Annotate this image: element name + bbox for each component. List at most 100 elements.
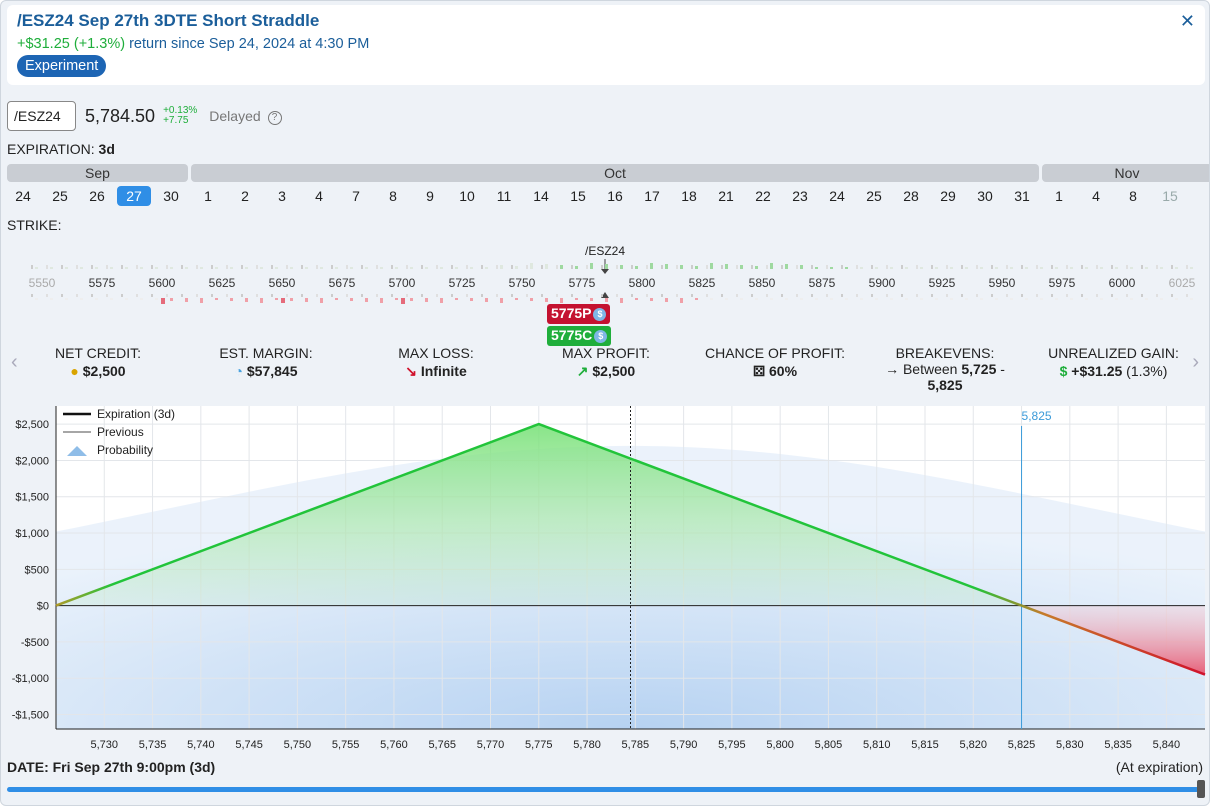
call-volume-bar [365,267,368,269]
put-volume-bar [161,298,165,304]
expiration-day[interactable]: 8 [1129,188,1137,204]
payoff-chart[interactable]: 5,825 $2,500 $2,000 $1,500 $1,000 $500 $0 -$500… [1,401,1210,751]
expiration-day[interactable]: 30 [163,188,179,204]
put-volume-bar [665,298,668,302]
expiration-day[interactable]: 8 [389,188,397,204]
strategy-title: /ESZ24 Sep 27th 3DTE Short Straddle [17,11,320,30]
legend-expiration-label: Expiration (3d) [97,407,175,421]
dollar-icon: $ [594,330,608,343]
strike-tick [1006,265,1008,269]
expiration-day[interactable]: 9 [426,188,434,204]
expiration-day[interactable]: 31 [1014,188,1030,204]
expiration-day[interactable]: 17 [644,188,660,204]
date-value: Fri Sep 27th 9:00pm (3d) [52,759,216,775]
put-volume-bar [845,298,848,300]
call-volume-bar [185,267,188,269]
strike-tick-label: 5800 [629,276,656,290]
expiration-day[interactable]: 15 [1162,188,1178,204]
call-volume-bar [1100,267,1103,269]
expiration-day[interactable]: 21 [718,188,734,204]
payoff-chart-svg[interactable]: 5,825 $2,500 $2,000 $1,500 $1,000 $500 $0 -$500… [1,401,1210,751]
ticker-input[interactable] [7,101,76,131]
close-icon[interactable]: ✕ [1179,11,1195,31]
metrics-next-icon[interactable]: › [1192,351,1199,373]
strike-tick [886,294,888,297]
expiration-day[interactable]: 25 [866,188,882,204]
expiration-day[interactable]: 7 [352,188,360,204]
strike-tick [481,265,483,269]
date-slider-track[interactable] [7,787,1199,792]
expiration-day[interactable]: 25 [52,188,68,204]
x-tick-label: 5,810 [863,739,891,751]
put-volume-bar [785,298,788,300]
expiration-day[interactable]: 4 [315,188,323,204]
strike-tick-label: 5900 [869,276,896,290]
call-volume-bar [770,263,773,269]
put-volume-bar [920,298,923,300]
call-volume-bar [35,267,38,269]
call-volume-bar [350,267,353,269]
profit-area [56,424,1022,606]
expiration-day[interactable]: 1 [1055,188,1063,204]
put-volume-bar [110,298,113,300]
strike-tick-label: 6000 [1109,276,1136,290]
strike-tick [496,265,498,269]
return-amount: +$31.25 [17,36,70,52]
metrics-prev-icon[interactable]: ‹ [11,351,18,373]
strike-tick [301,294,303,297]
expiration-day[interactable]: 3 [278,188,286,204]
expiration-day[interactable]: 2 [241,188,249,204]
expiration-day[interactable]: 14 [533,188,549,204]
put-leg-chip[interactable]: 5775P $ [547,304,611,324]
strike-tick-label: 5650 [269,276,296,290]
strike-tick [331,265,333,269]
question-circle-icon[interactable]: ? [267,110,282,125]
call-volume-bar [530,263,533,269]
put-volume-bar [1115,298,1118,300]
strike-tick [916,294,918,297]
call-leg-chip[interactable]: 5775C $ [547,326,612,346]
strike-tick [271,294,273,297]
date-slider-thumb[interactable] [1197,780,1205,798]
date-label: DATE: [7,759,49,775]
put-volume-bar [410,298,413,301]
call-volume-bar [305,267,308,269]
put-volume-bar [605,298,608,302]
strike-tick [31,294,33,297]
expiration-day[interactable]: 27 [117,186,151,206]
expiration-day[interactable]: 10 [459,188,475,204]
return-percent: (+1.3%) [73,36,126,52]
y-tick-label: -$1,500 [12,709,49,721]
strike-ladder-svg[interactable]: /ESZ24 5550 5575 5600 5625 5650 5675 5700 5725 57… [1,241,1210,311]
expiration-day[interactable]: 24 [15,188,31,204]
expiration-day[interactable]: 4 [1092,188,1100,204]
expiration-day[interactable]: 11 [496,188,512,204]
experiment-badge[interactable]: Experiment [17,55,107,77]
strike-tick [811,265,813,269]
strike-tick [31,265,33,269]
x-tick-label: 5,815 [911,739,939,751]
expiration-day[interactable]: 22 [755,188,771,204]
strike-tick [826,265,828,269]
expiration-day[interactable]: 24 [829,188,845,204]
unrealized-pct: (1.3%) [1126,363,1168,379]
expiration-day[interactable]: 23 [792,188,808,204]
strike-tick [571,265,573,269]
strike-tick [946,265,948,269]
strike-ladder[interactable]: /ESZ24 5550 5575 5600 5625 5650 5675 5700 5725 57… [1,241,1210,311]
expiration-day[interactable]: 15 [570,188,586,204]
net-credit-value: $2,500 [82,363,126,379]
expiration-day[interactable]: 29 [940,188,956,204]
expiration-day[interactable]: 16 [607,188,623,204]
expiration-day[interactable]: 28 [903,188,919,204]
strike-tick [586,294,588,297]
strike-tick [226,294,228,297]
expiration-day[interactable]: 1 [204,188,212,204]
expiration-day[interactable]: 26 [89,188,105,204]
put-volume-bar [530,298,533,301]
expiration-day[interactable]: 18 [681,188,697,204]
call-volume-bar [815,267,818,269]
x-tick-label: 5,770 [477,739,505,751]
expiration-day[interactable]: 30 [977,188,993,204]
ticker-row: 5,784.50 +0.13% +7.75 Delayed ? [7,101,282,131]
